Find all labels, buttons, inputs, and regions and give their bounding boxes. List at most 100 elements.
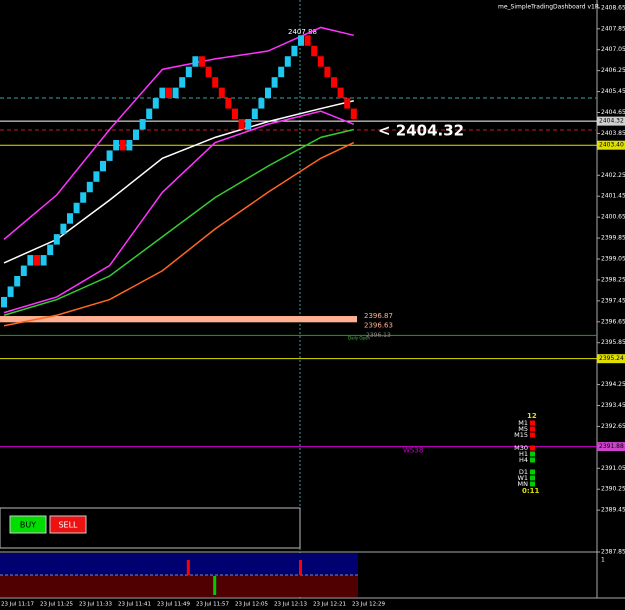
dash-row: H4 (519, 456, 528, 464)
brick (73, 202, 80, 214)
trade-button-label[interactable]: SELL (58, 521, 78, 530)
level-badge (597, 116, 625, 126)
brick (199, 56, 205, 67)
x-tick-label: 23 Jul 11:25 (40, 602, 73, 608)
brick (93, 171, 100, 182)
brick (185, 66, 192, 78)
dash-row: H1 (519, 450, 528, 458)
brick (337, 87, 344, 99)
dash-count: 12 (527, 412, 537, 420)
dash-row: M5 (518, 425, 528, 433)
ma-line (3, 110, 355, 314)
brick (225, 98, 232, 109)
dash-status (530, 457, 535, 463)
brick (205, 66, 212, 78)
brick (146, 108, 153, 120)
x-tick-label: 23 Jul 11:33 (79, 602, 112, 608)
brick (159, 87, 166, 99)
y-tick-label: 2393.45 (601, 402, 625, 409)
brick (20, 265, 27, 276)
brick (166, 87, 172, 99)
y-tick-label: 2387.85 (601, 549, 625, 556)
brick (212, 77, 219, 88)
trade-button[interactable] (49, 515, 87, 534)
zone-label: 2396.63 (364, 321, 393, 329)
y-tick-label: 2400.65 (601, 214, 625, 221)
y-tick-label: 2396.65 (601, 318, 625, 325)
indicator-top (0, 553, 358, 575)
y-tick-label: 2389.45 (601, 507, 625, 514)
brick (14, 276, 21, 287)
signal (299, 560, 302, 575)
brick (67, 213, 73, 224)
brick (192, 56, 199, 67)
brick (1, 296, 7, 308)
brick (152, 98, 159, 109)
brick (298, 35, 304, 46)
peak-label: 2407.88 (288, 28, 317, 36)
trade-button[interactable] (9, 515, 47, 534)
indicator-name: me_SimpleTradingDashboard v1R (498, 4, 599, 11)
x-tick-label: 23 Jul 12:05 (235, 602, 268, 608)
daily-open-price: 2396.13 (366, 332, 391, 339)
y-tick-label: 2406.25 (601, 67, 625, 74)
indicator-tick: 1 (601, 557, 605, 564)
brick (7, 286, 14, 297)
level-label: 2395.24 (599, 355, 624, 362)
brick (172, 87, 179, 99)
y-tick-label: 2394.25 (601, 381, 625, 388)
x-tick-label: 23 Jul 12:13 (274, 602, 307, 608)
brick (271, 77, 278, 88)
y-tick-label: 2402.25 (601, 172, 625, 179)
trade-button-label[interactable]: BUY (20, 521, 36, 530)
y-tick-label: 2408.65 (601, 4, 625, 11)
dash-status (530, 475, 535, 481)
brick (139, 119, 146, 130)
indicator-bottom (0, 575, 358, 597)
level-label: 2403.40 (599, 142, 624, 149)
brick (258, 98, 265, 109)
brick (100, 160, 106, 172)
zone (0, 316, 357, 323)
dash-row: MN (518, 480, 529, 488)
y-tick-label: 2405.45 (601, 88, 625, 95)
y-tick-label: 2407.05 (601, 46, 625, 53)
dash-timer: 0:11 (522, 487, 540, 495)
brick (251, 108, 258, 120)
x-tick-label: 23 Jul 11:49 (157, 602, 190, 608)
price-label: < 2404.32 (378, 122, 464, 140)
brick (331, 77, 337, 88)
y-tick-label: 2397.45 (601, 297, 625, 304)
ma-line (3, 128, 354, 316)
brick (80, 192, 87, 203)
ma-line (3, 26, 354, 240)
dash-row: D1 (519, 468, 528, 476)
signal (186, 560, 190, 575)
dash-status (530, 481, 535, 487)
brick (60, 223, 67, 235)
brick (47, 244, 54, 256)
level-label: 2391.88 (599, 443, 624, 450)
level-badge (597, 442, 625, 452)
level-label: 2404.32 (599, 118, 624, 125)
brick (278, 66, 285, 78)
dash-row: M1 (518, 419, 528, 427)
dash-row: M15 (514, 431, 528, 439)
dash-status (530, 426, 535, 432)
brick (265, 87, 271, 99)
signal (213, 576, 217, 595)
brick (218, 87, 225, 99)
brick (245, 119, 252, 130)
y-tick-label: 2398.25 (601, 276, 625, 283)
y-tick-label: 2392.65 (601, 423, 625, 430)
y-tick-label: 2390.25 (601, 486, 625, 493)
brick (179, 77, 186, 88)
dash-row: W1 (517, 474, 528, 482)
level-badge (597, 354, 625, 364)
brick (40, 255, 47, 266)
ma-line (3, 141, 355, 327)
y-tick-label: 2399.05 (601, 255, 625, 262)
brick (238, 119, 245, 130)
y-tick-label: 2403.85 (601, 130, 625, 137)
